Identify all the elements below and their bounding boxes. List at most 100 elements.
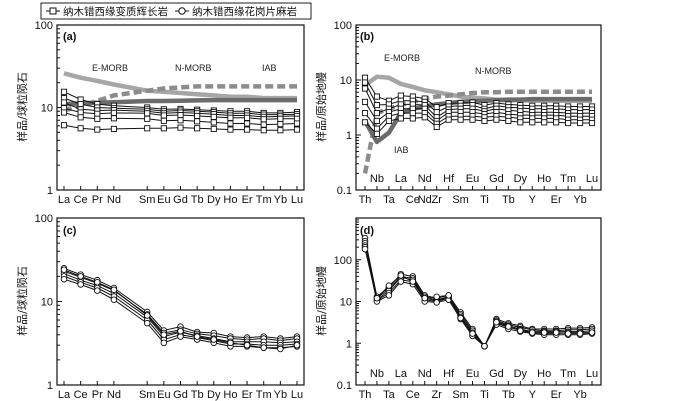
- x-tick-label: Dy: [514, 173, 528, 185]
- data-point: [144, 125, 151, 132]
- reference-e-morb-line: [63, 71, 297, 101]
- data-point: [144, 115, 151, 122]
- data-point: [110, 286, 118, 294]
- panel-a: (a) 样品/球粒陨石 1 10 100 La Ce Pr Nd Sm Eu Gd Tb Dy Ho Er…: [15, 20, 305, 206]
- x-tick-label: Ho: [223, 389, 237, 401]
- data-point: [421, 294, 428, 302]
- y-tick-label: 10: [340, 75, 352, 87]
- data-point: [144, 110, 151, 117]
- data-point: [94, 279, 101, 286]
- data-point: [227, 339, 234, 347]
- data-point: [277, 115, 284, 122]
- panel-a-label: (a): [63, 31, 77, 43]
- x-tick-label: La: [395, 368, 408, 380]
- data-point: [177, 328, 184, 335]
- x-tick-label: Sm: [452, 389, 469, 401]
- x-tick-label: Tm: [560, 368, 576, 380]
- data-point: [94, 126, 101, 133]
- data-point: [94, 110, 101, 117]
- x-tick-label: Gd: [173, 389, 188, 401]
- data-point: [517, 119, 524, 126]
- y-tick-label: 100: [35, 20, 53, 32]
- data-point: [260, 121, 267, 128]
- x-tick-label: Nb: [370, 368, 384, 380]
- data-point: [160, 125, 167, 132]
- x-tick-label: Tb: [191, 194, 204, 206]
- data-point: [77, 101, 84, 108]
- panel-b-ylabel: 样品/原始地幔: [314, 72, 328, 142]
- x-tick-label: Er: [551, 389, 562, 401]
- data-point: [60, 109, 68, 116]
- panel-b-emorb-label: E-MORB: [384, 53, 420, 63]
- data-point: [541, 119, 548, 126]
- x-tick-label: Eu: [157, 194, 170, 206]
- data-point: [457, 314, 464, 322]
- data-point: [493, 318, 500, 326]
- data-point: [505, 117, 512, 125]
- data-point: [160, 331, 168, 338]
- data-point: [110, 296, 118, 303]
- x-tick-label: Eu: [466, 368, 479, 380]
- x-tick-label: Tb: [191, 389, 204, 401]
- x-tick-label: La: [58, 389, 71, 401]
- data-point: [588, 119, 596, 127]
- x-tick-label: Tm: [256, 194, 272, 206]
- x-tick-label: Nd: [107, 389, 121, 401]
- x-tick-label: Lu: [291, 389, 303, 401]
- data-point: [373, 125, 380, 132]
- data-point: [77, 273, 84, 280]
- y-tick-label: 1: [346, 338, 352, 350]
- data-point: [433, 104, 440, 111]
- data-point: [373, 102, 380, 109]
- data-point: [552, 329, 560, 336]
- x-tick-label: Ho: [223, 194, 237, 206]
- data-point: [77, 125, 84, 132]
- data-point: [77, 114, 84, 121]
- panel-c: (c) 样品/球粒陨石 1 10 100 La Ce Pr Nd Sm Eu Gd Tb Dy Ho Er…: [15, 213, 305, 401]
- panel-c-ylabel: 样品/球粒陨石: [15, 266, 29, 336]
- data-point: [409, 278, 417, 285]
- x-tick-label: Dy: [207, 389, 221, 401]
- data-point: [94, 115, 101, 122]
- legend-label-gneiss: 纳木错西缘花岗片麻岩: [192, 5, 297, 18]
- data-point: [373, 93, 380, 100]
- data-point: [210, 113, 217, 120]
- data-point: [385, 292, 393, 299]
- data-point: [361, 119, 369, 126]
- panel-b: (b) 样品/原始地幔 0.1 1 10 100 Nb La Nd Hf Eu Gd Dy Ho Tm L…: [314, 20, 602, 206]
- data-point: [260, 127, 267, 134]
- data-point: [529, 119, 536, 126]
- data-point: [588, 329, 596, 336]
- y-tick-label: 10: [41, 297, 53, 309]
- data-point: [293, 341, 301, 349]
- data-point: [505, 323, 512, 330]
- x-tick-label: Tm: [256, 389, 272, 401]
- data-point: [243, 341, 251, 349]
- x-tick-label: Th: [359, 389, 372, 401]
- y-tick-label: 1: [346, 130, 352, 142]
- data-point: [244, 114, 251, 121]
- legend-label-gabbro: 纳木错西缘变质辉长岩: [63, 5, 168, 18]
- x-tick-label: Ta: [383, 389, 396, 401]
- data-point: [210, 125, 217, 132]
- data-point: [193, 333, 201, 340]
- data-point: [143, 312, 151, 319]
- data-point: [433, 109, 440, 116]
- data-point: [60, 99, 68, 106]
- data-point: [94, 287, 101, 294]
- data-point: [60, 275, 68, 283]
- data-point: [397, 272, 405, 279]
- x-tick-label: Ce: [74, 389, 88, 401]
- data-point: [481, 117, 488, 125]
- data-point: [577, 119, 584, 127]
- x-tick-label: Nd: [418, 194, 432, 206]
- data-point: [445, 292, 452, 299]
- data-point: [260, 344, 267, 351]
- panel-b-nmorb-label: N-MORB: [475, 66, 512, 76]
- data-point: [553, 119, 560, 126]
- y-tick-label: 100: [334, 255, 352, 267]
- x-tick-label: Nd: [418, 368, 432, 380]
- panel-a-iab-label: IAB: [262, 63, 277, 73]
- data-point: [293, 126, 301, 133]
